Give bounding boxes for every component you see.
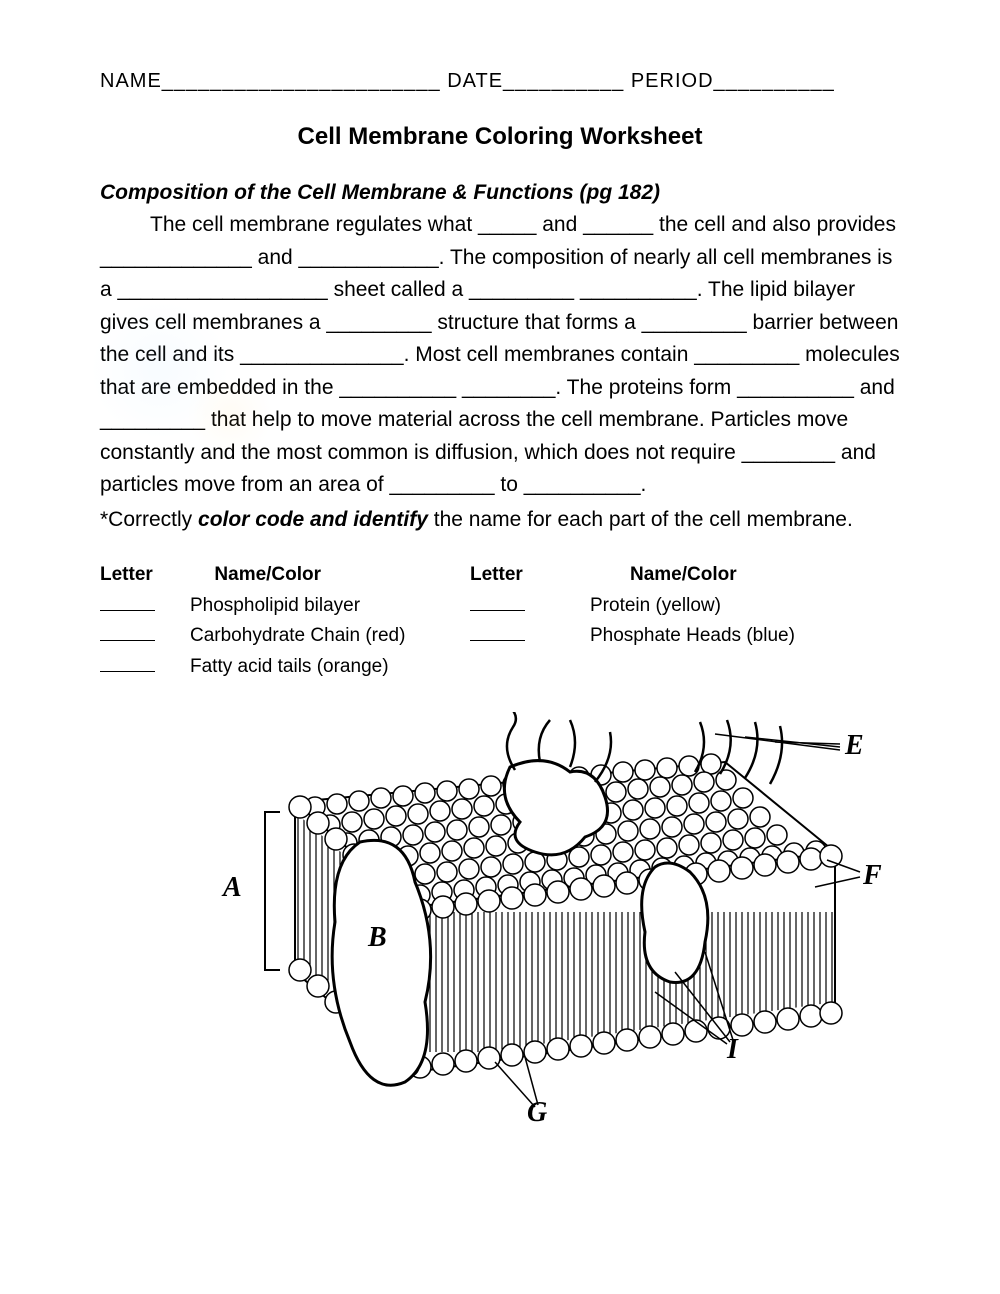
th-name2: Name/Color xyxy=(590,560,795,590)
blank-row[interactable] xyxy=(100,591,155,621)
header-line: NAME_______________________ DATE________… xyxy=(100,70,900,93)
diagram-svg xyxy=(115,712,885,1132)
section-subtitle: Composition of the Cell Membrane & Funct… xyxy=(100,181,900,205)
legend-item: Carbohydrate Chain (red) xyxy=(190,621,405,651)
legend-table: Letter Name/Color Phospholipid bilayer C… xyxy=(100,560,900,682)
legend-item: Phosphate Heads (blue) xyxy=(590,621,795,651)
legend-item: Phospholipid bilayer xyxy=(190,591,405,621)
blank-row[interactable] xyxy=(470,621,525,651)
legend-item: Protein (yellow) xyxy=(590,591,795,621)
label-A: A xyxy=(223,872,242,904)
instruction-line: *Correctly color code and identify the n… xyxy=(100,504,900,537)
label-E: E xyxy=(845,730,864,762)
instruction-suffix: the name for each part of the cell membr… xyxy=(428,508,853,531)
label-F: F xyxy=(863,860,882,892)
label-G: G xyxy=(527,1097,547,1129)
period-label: PERIOD xyxy=(631,70,714,92)
name-label: NAME xyxy=(100,70,162,92)
legend-item: Fatty acid tails (orange) xyxy=(190,652,405,682)
instruction-em: color code and identify xyxy=(198,508,428,531)
instruction-prefix: *Correctly xyxy=(100,508,198,531)
th-letter: Letter xyxy=(100,560,155,590)
page-title: Cell Membrane Coloring Worksheet xyxy=(100,123,900,151)
label-I: I xyxy=(727,1034,738,1066)
date-label: DATE xyxy=(447,70,503,92)
th-name: Name/Color xyxy=(190,560,405,590)
blank-row[interactable] xyxy=(470,591,525,621)
blank-row[interactable] xyxy=(100,621,155,651)
body-paragraph: The cell membrane regulates what _____ a… xyxy=(100,209,900,502)
membrane-diagram: A B E F I G xyxy=(115,712,885,1132)
blank-row[interactable] xyxy=(100,652,155,682)
th-letter2: Letter xyxy=(470,560,525,590)
label-B: B xyxy=(368,922,387,954)
